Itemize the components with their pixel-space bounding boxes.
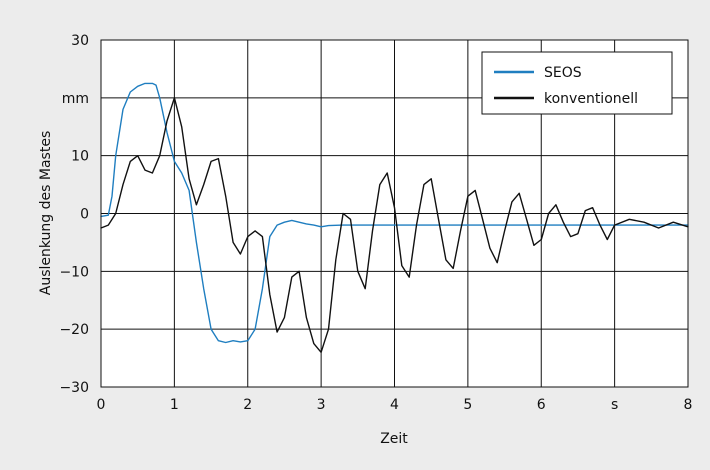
x-axis-title: Zeit (380, 431, 408, 447)
y-tick-label: −30 (59, 380, 89, 396)
legend-label-konventionell: konventionell (544, 91, 638, 107)
y-tick-label: 30 (71, 33, 89, 49)
legend-label-seos: SEOS (544, 65, 582, 81)
x-tick-label: 0 (97, 397, 106, 413)
x-axis-ticks: 0 1 2 3 4 5 6 s 8 (97, 397, 693, 413)
x-tick-label: 6 (537, 397, 546, 413)
y-tick-label: −10 (59, 264, 89, 280)
x-tick-label: 2 (243, 397, 252, 413)
plot-frame (100, 39, 689, 388)
y-axis-title: Auslenkung des Mastes (38, 131, 54, 295)
x-tick-label: 8 (684, 397, 693, 413)
x-tick-label: s (611, 397, 618, 413)
y-tick-label: −20 (59, 322, 89, 338)
y-axis-ticks: 30 mm 10 0 −10 −20 −30 (59, 33, 89, 396)
series-line-seos (100, 82, 689, 344)
series-layer (100, 82, 689, 353)
series-line-konventionell (100, 97, 689, 353)
x-tick-label: 1 (170, 397, 179, 413)
legend: SEOS konventionell (481, 51, 673, 115)
y-tick-label: 10 (71, 149, 89, 165)
legend-box (481, 51, 673, 115)
x-tick-label: 3 (317, 397, 326, 413)
y-tick-label: mm (62, 91, 89, 107)
x-tick-label: 4 (390, 397, 399, 413)
y-tick-label: 0 (80, 207, 89, 223)
x-tick-label: 5 (463, 397, 472, 413)
